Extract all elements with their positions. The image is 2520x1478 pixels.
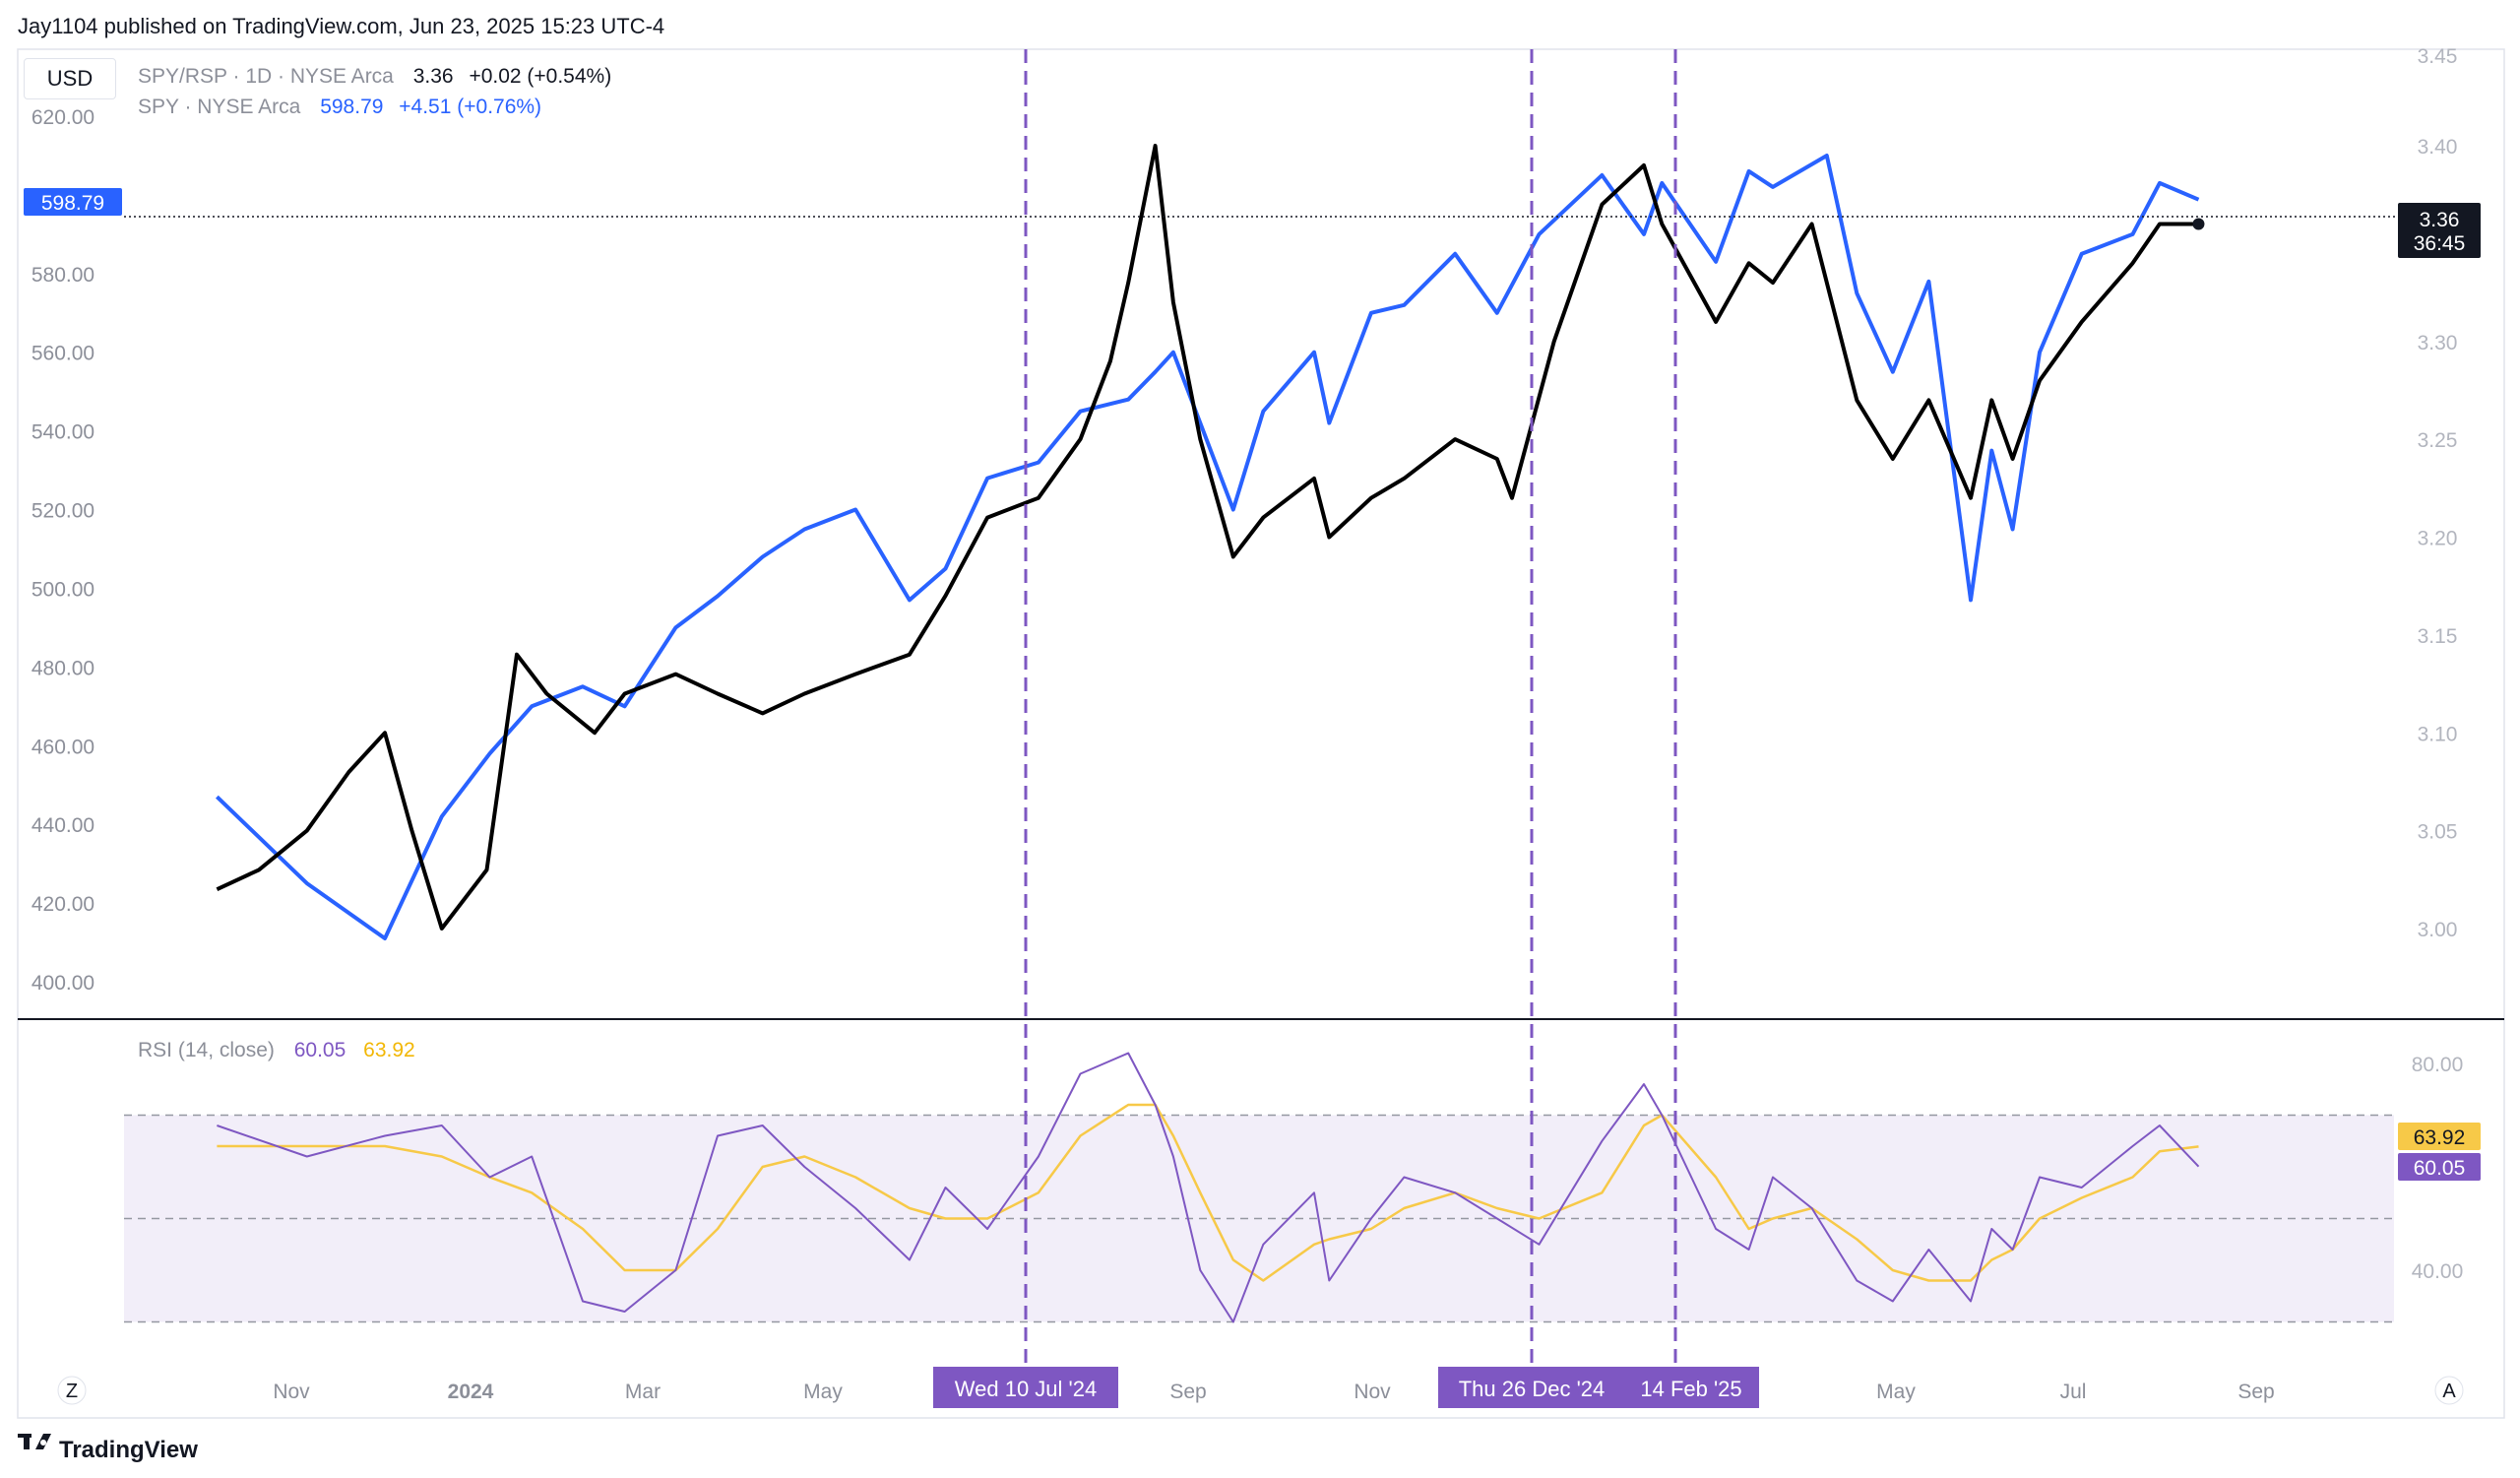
left-axis-tick: 540.00 <box>32 421 94 444</box>
left-axis-tick: 440.00 <box>32 814 94 837</box>
spy-line <box>216 154 2200 940</box>
footer-brand: TradingView <box>59 1437 198 1463</box>
x-axis-tick: Nov <box>1354 1381 1391 1403</box>
left-axis-tick: 560.00 <box>32 343 94 365</box>
right-axis-tick: 3.40 <box>2418 136 2458 159</box>
x-axis-tick: 2024 <box>448 1381 494 1403</box>
price-tag-right-countdown: 36:45 <box>2414 232 2466 255</box>
legend-overlay-change: +4.51 (+0.76%) <box>399 96 541 118</box>
x-axis-tick: May <box>803 1381 843 1403</box>
date-marker-label-1: Wed 10 Jul '24 <box>955 1377 1097 1401</box>
right-axis-tick: 3.05 <box>2418 821 2458 844</box>
left-axis-tick: 620.00 <box>32 106 94 129</box>
rsi-axis-tick: 40.00 <box>2412 1260 2464 1283</box>
rsi-legend-ma-value: 63.92 <box>363 1039 415 1061</box>
tradingview-logo[interactable]: TradingView <box>18 1434 198 1463</box>
x-axis-tick: Sep <box>2237 1381 2274 1403</box>
x-axis-tick: Sep <box>1169 1381 1206 1403</box>
rsi-ma-tag-label: 63.92 <box>2414 1126 2466 1149</box>
left-axis-tick: 520.00 <box>32 500 94 523</box>
price-tag-right-value: 3.36 <box>2420 209 2460 231</box>
date-marker-label-2: Thu 26 Dec '24 <box>1459 1377 1606 1401</box>
date-marker-label-bg-1 <box>933 1367 1118 1408</box>
axes: 620.00 580.00 560.00 540.00 520.00 500.00 480.… <box>32 45 2463 1403</box>
date-marker-label-bg-2 <box>1438 1367 1759 1408</box>
price-tag-left <box>24 188 122 216</box>
auto-scale-button[interactable] <box>2434 1376 2464 1405</box>
rsi-pane <box>124 1052 2394 1323</box>
date-markers <box>1024 49 1677 1367</box>
tradingview-logo-icon <box>18 1434 51 1449</box>
publisher-header: Jay1104 published on TradingView.com, Ju… <box>18 14 664 38</box>
left-axis-tick: 500.00 <box>32 578 94 601</box>
price-tag-right <box>2398 203 2481 258</box>
right-axis-tick: 3.15 <box>2418 625 2458 648</box>
legend-overlay-value: 598.79 <box>320 96 383 118</box>
right-axis-tick: 3.30 <box>2418 332 2458 354</box>
price-tag-left-label: 598.79 <box>41 192 104 215</box>
rsi-value-tag-label: 60.05 <box>2414 1157 2466 1180</box>
right-axis-tick: 3.25 <box>2418 429 2458 452</box>
rsi-axis-tick: 80.00 <box>2412 1054 2464 1076</box>
right-axis-tick: 3.45 <box>2418 45 2458 68</box>
legend-main-value: 3.36 <box>413 65 454 88</box>
last-value-point <box>2192 218 2205 230</box>
left-axis-tick: 480.00 <box>32 657 94 679</box>
x-axis-tick: Jul <box>2060 1381 2087 1403</box>
date-marker-label-3: 14 Feb '25 <box>1640 1377 1741 1401</box>
rsi-legend-value: 60.05 <box>294 1039 346 1061</box>
spy-rsp-ratio-line <box>216 144 2199 931</box>
left-axis-tick: 420.00 <box>32 893 94 916</box>
legend-overlay-symbol: SPY · NYSE Arca <box>138 96 301 118</box>
svg-text:SPY · NYSE Arca 598.79: SPY · NYSE Arca 598.79 +4.51 (+0.76%) <box>138 96 541 118</box>
currency-button[interactable]: USD <box>24 58 116 99</box>
rsi-ma-tag <box>2398 1123 2481 1150</box>
auto-scale-button-label: A <box>2442 1381 2456 1402</box>
rsi-value-tag <box>2398 1153 2481 1181</box>
left-axis-tick: 580.00 <box>32 264 94 287</box>
x-axis-tick: Nov <box>273 1381 310 1403</box>
rsi-line <box>217 1052 2200 1323</box>
left-axis-tick: 460.00 <box>32 736 94 758</box>
x-axis-tick: May <box>1876 1381 1916 1403</box>
right-axis-tick: 3.10 <box>2418 723 2458 745</box>
chart-frame <box>17 48 2505 1419</box>
price-pane <box>216 144 2205 940</box>
legend-main-change: +0.02 (+0.54%) <box>469 65 611 88</box>
svg-text:RSI (14, close) 60.05: RSI (14, close) 60.05 63.92 <box>138 1039 415 1061</box>
rsi-legend-title: RSI (14, close) <box>138 1039 275 1061</box>
left-axis-tick: 400.00 <box>32 972 94 995</box>
legend-main-symbol: SPY/RSP · 1D · NYSE Arca <box>138 65 394 88</box>
zoom-left-button[interactable] <box>57 1376 87 1405</box>
right-axis-tick: 3.20 <box>2418 528 2458 550</box>
svg-text:SPY/RSP · 1D · NYSE Arca 3: SPY/RSP · 1D · NYSE Arca 3.36 +0.02 (+0.… <box>138 65 611 88</box>
x-axis-tick: Mar <box>625 1381 661 1403</box>
zoom-left-button-label: Z <box>66 1381 78 1402</box>
right-axis-tick: 3.00 <box>2418 919 2458 941</box>
